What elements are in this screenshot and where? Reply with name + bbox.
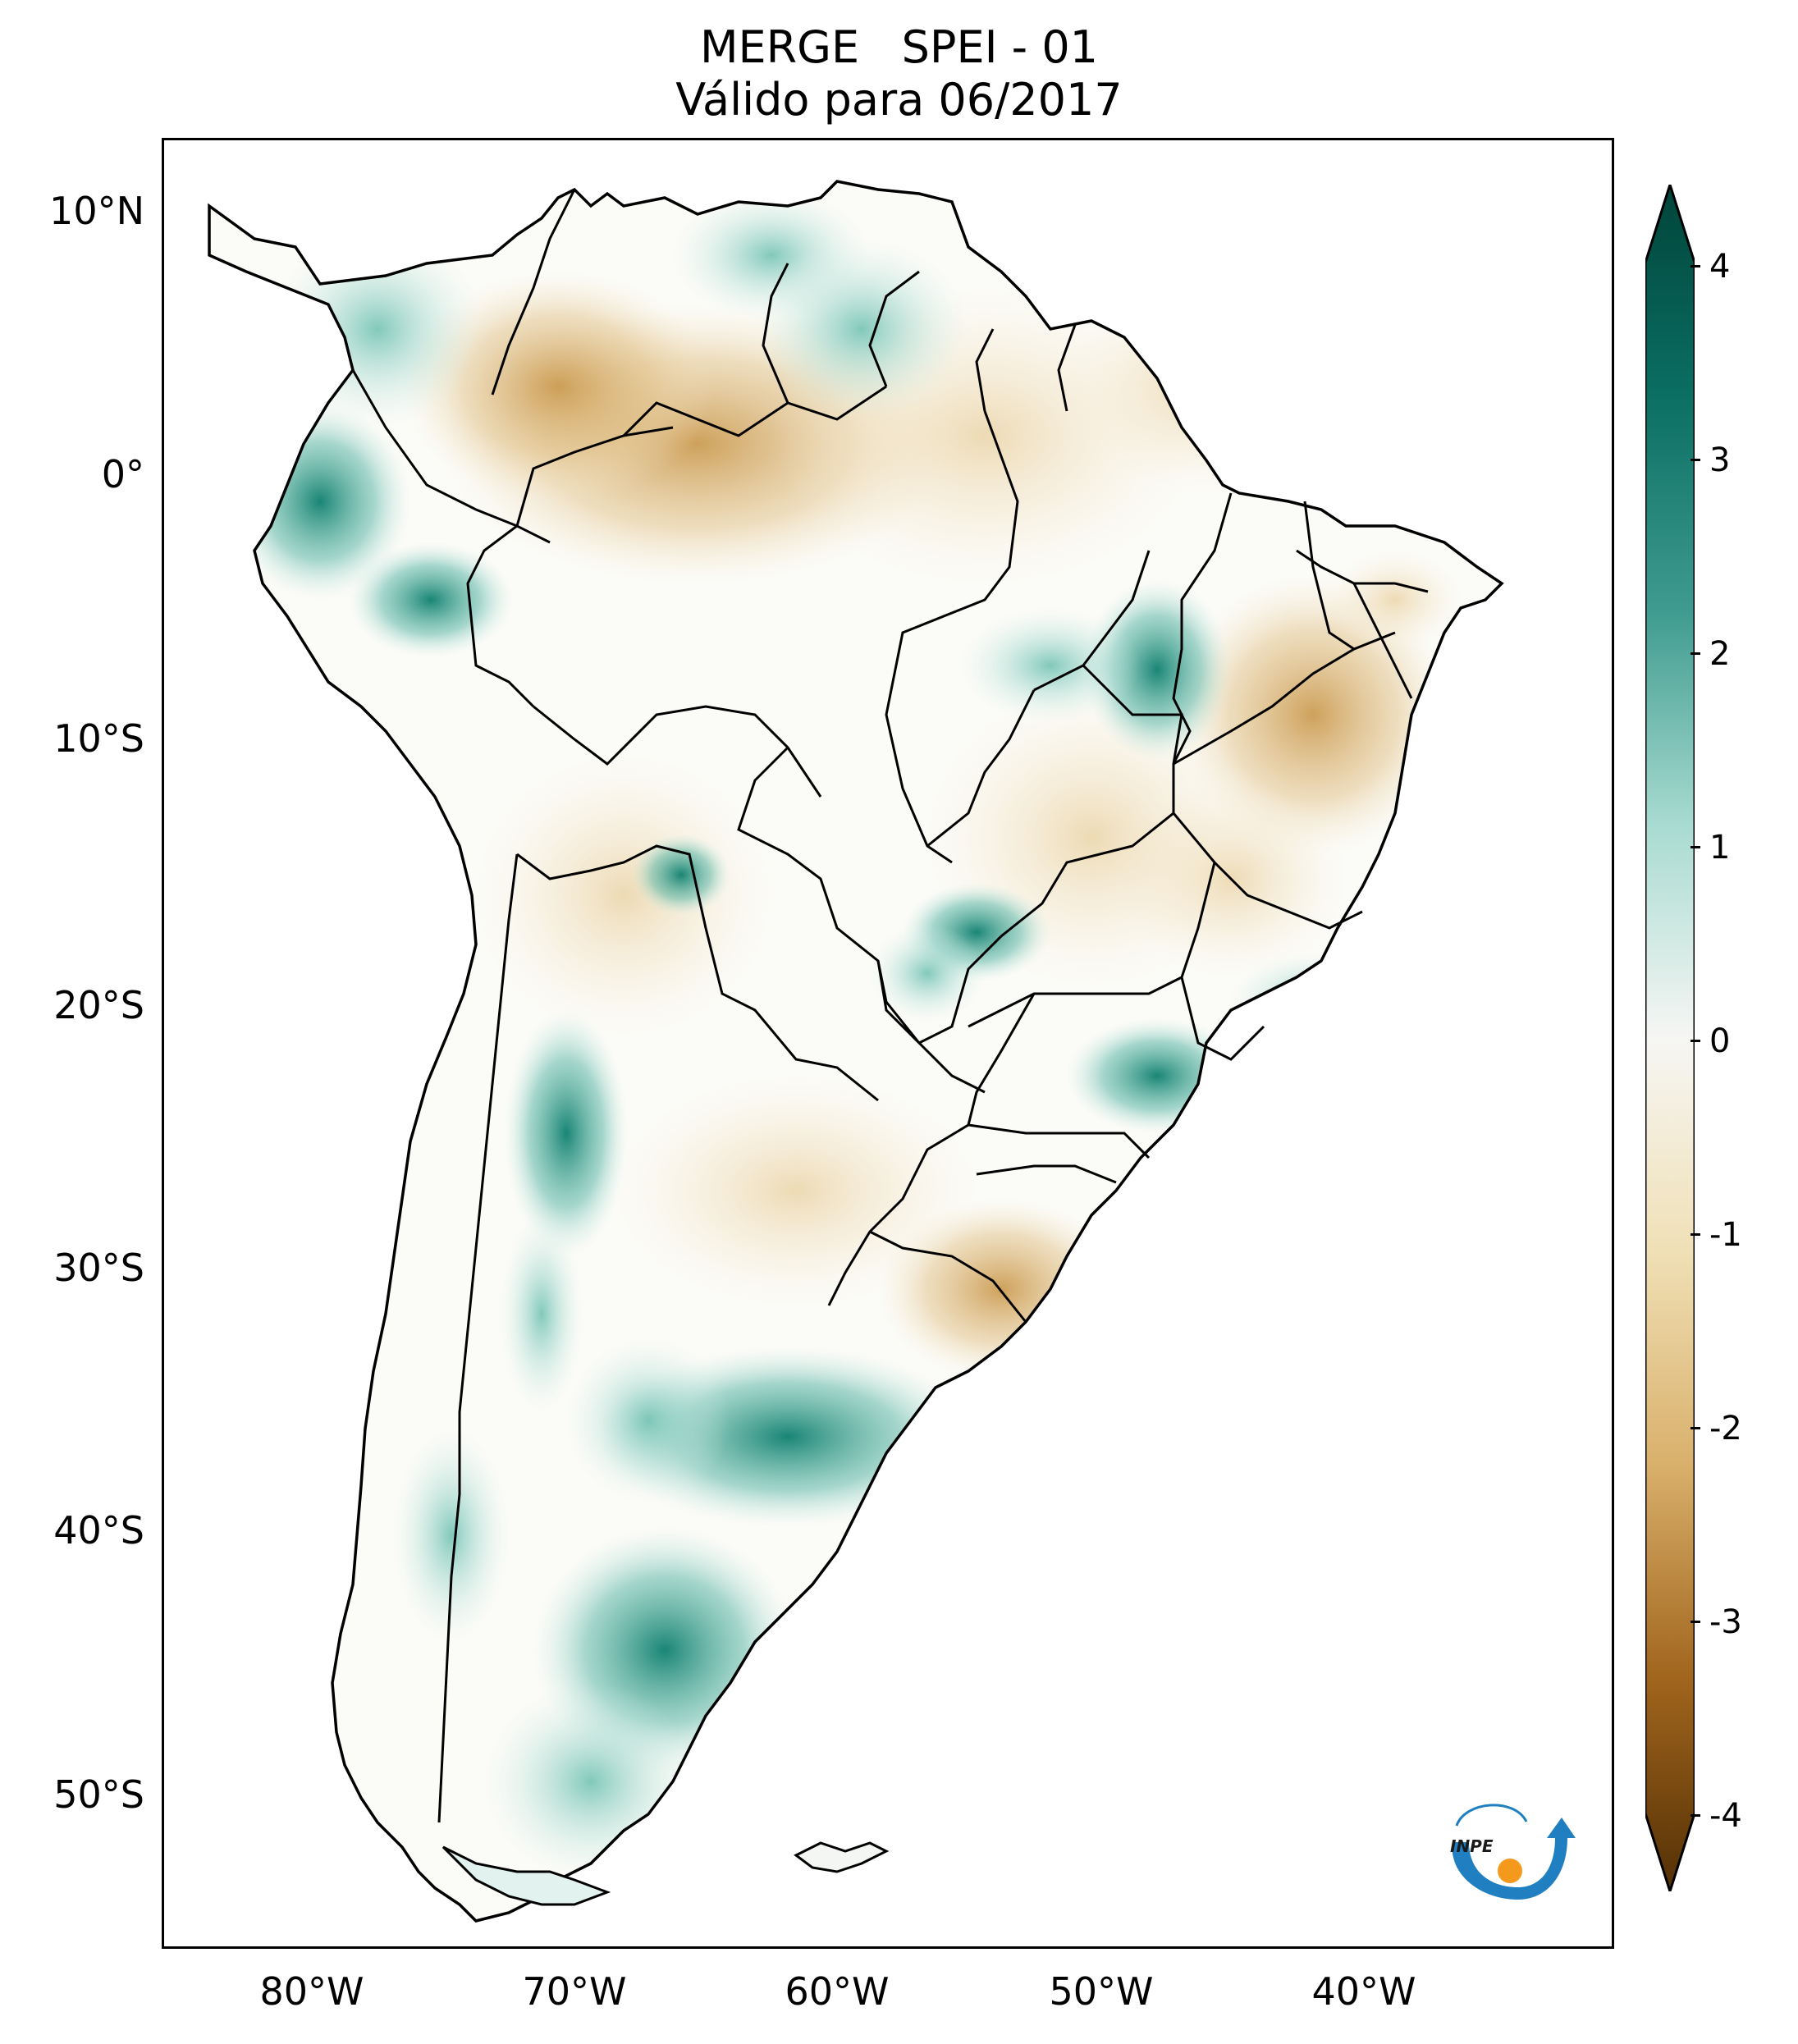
- logo-dot: [1498, 1859, 1522, 1883]
- border: [976, 1164, 1117, 1184]
- border: [968, 1123, 1151, 1159]
- logo-swoosh: [1452, 1818, 1576, 1900]
- lon-label: 80°W: [259, 1969, 364, 2014]
- border: [1173, 631, 1396, 766]
- border: [1352, 583, 1413, 699]
- lon-label: 50°W: [1049, 1969, 1154, 2014]
- map-title: MERGE SPEI - 01: [699, 21, 1099, 73]
- map-panel: [162, 138, 1614, 1949]
- dry-anomaly: [1067, 280, 1329, 493]
- colorbar-tick: [1690, 846, 1700, 848]
- border: [975, 328, 995, 412]
- border: [968, 862, 1216, 1028]
- wet-anomaly: [870, 924, 985, 1022]
- colorbar-label: 2: [1709, 635, 1731, 673]
- wet-anomaly: [1067, 1018, 1247, 1133]
- border: [351, 369, 551, 544]
- lat-label: 50°S: [53, 1772, 144, 1817]
- border: [437, 853, 519, 1823]
- lat-label: 10°N: [49, 189, 144, 233]
- border: [868, 270, 920, 387]
- colorbar-tick: [1690, 1233, 1700, 1236]
- lat-label: 10°S: [53, 716, 144, 761]
- colorbar-tick: [1690, 1621, 1700, 1623]
- colorbar-label: 3: [1709, 441, 1731, 479]
- inpe-logo: INPE: [1450, 1804, 1576, 1900]
- borders: [351, 189, 1429, 1823]
- border: [1172, 492, 1233, 765]
- wet-anomaly: [960, 608, 1141, 723]
- border: [491, 189, 576, 396]
- colorbar-label: 4: [1709, 248, 1731, 286]
- map-canvas: [208, 180, 1503, 1923]
- wet-anomaly: [394, 1429, 509, 1642]
- border: [1033, 550, 1151, 692]
- wet-anomaly: [1083, 579, 1231, 760]
- colorbar-label: -2: [1709, 1410, 1742, 1447]
- colorbar: [1645, 185, 1695, 1891]
- colorbar-label: 1: [1709, 829, 1731, 867]
- border: [622, 385, 887, 437]
- colorbar-label: -1: [1709, 1216, 1742, 1254]
- border: [926, 689, 1036, 848]
- lat-label: 40°S: [53, 1508, 144, 1552]
- border: [1303, 501, 1355, 651]
- wet-anomaly: [501, 1215, 583, 1412]
- wet-anomaly: [755, 239, 968, 419]
- logo-text: INPE: [1450, 1836, 1494, 1856]
- tierra-del-fuego: [441, 1845, 611, 1906]
- falkland-islands: [794, 1841, 890, 1873]
- map-subtitle: Válido para 06/2017: [675, 74, 1123, 126]
- wet-anomaly: [349, 542, 513, 657]
- wet-anomaly: [505, 1010, 628, 1256]
- border: [516, 844, 879, 1102]
- colorbar-label: 0: [1709, 1022, 1731, 1060]
- border: [466, 426, 674, 708]
- colorbar-tick: [1690, 265, 1700, 268]
- lat-label: 0°: [101, 452, 144, 496]
- colorbar-tick: [1690, 652, 1700, 655]
- border: [533, 705, 822, 798]
- border: [762, 263, 789, 404]
- colorbar-tick: [1690, 1427, 1700, 1429]
- border: [1172, 812, 1363, 930]
- border: [1057, 324, 1077, 412]
- colorbar-tick: [1690, 459, 1700, 461]
- lat-label: 30°S: [53, 1246, 144, 1290]
- colorbar-ramp: [1645, 185, 1695, 1891]
- border: [918, 664, 1183, 1045]
- wet-anomaly: [484, 1683, 698, 1880]
- lon-label: 40°W: [1311, 1969, 1416, 2014]
- border: [967, 993, 1036, 1126]
- lat-label: 20°S: [53, 983, 144, 1027]
- border: [1180, 976, 1265, 1061]
- border: [869, 1230, 1027, 1323]
- colorbar-label: -3: [1709, 1603, 1742, 1641]
- wet-anomaly: [632, 834, 730, 916]
- logo-arc: [1455, 1804, 1528, 1827]
- colorbar-tick: [1690, 1040, 1700, 1042]
- colorbar-label: -4: [1709, 1797, 1742, 1835]
- dry-anomaly: [1329, 551, 1461, 649]
- colorbar-tick: [1690, 1814, 1700, 1817]
- dry-anomaly: [476, 756, 771, 1035]
- dry-anomaly: [615, 1076, 977, 1306]
- border: [885, 410, 1019, 864]
- wet-anomaly: [566, 1338, 730, 1502]
- lon-label: 70°W: [522, 1969, 627, 2014]
- border: [827, 1123, 969, 1306]
- lon-label: 60°W: [785, 1969, 890, 2014]
